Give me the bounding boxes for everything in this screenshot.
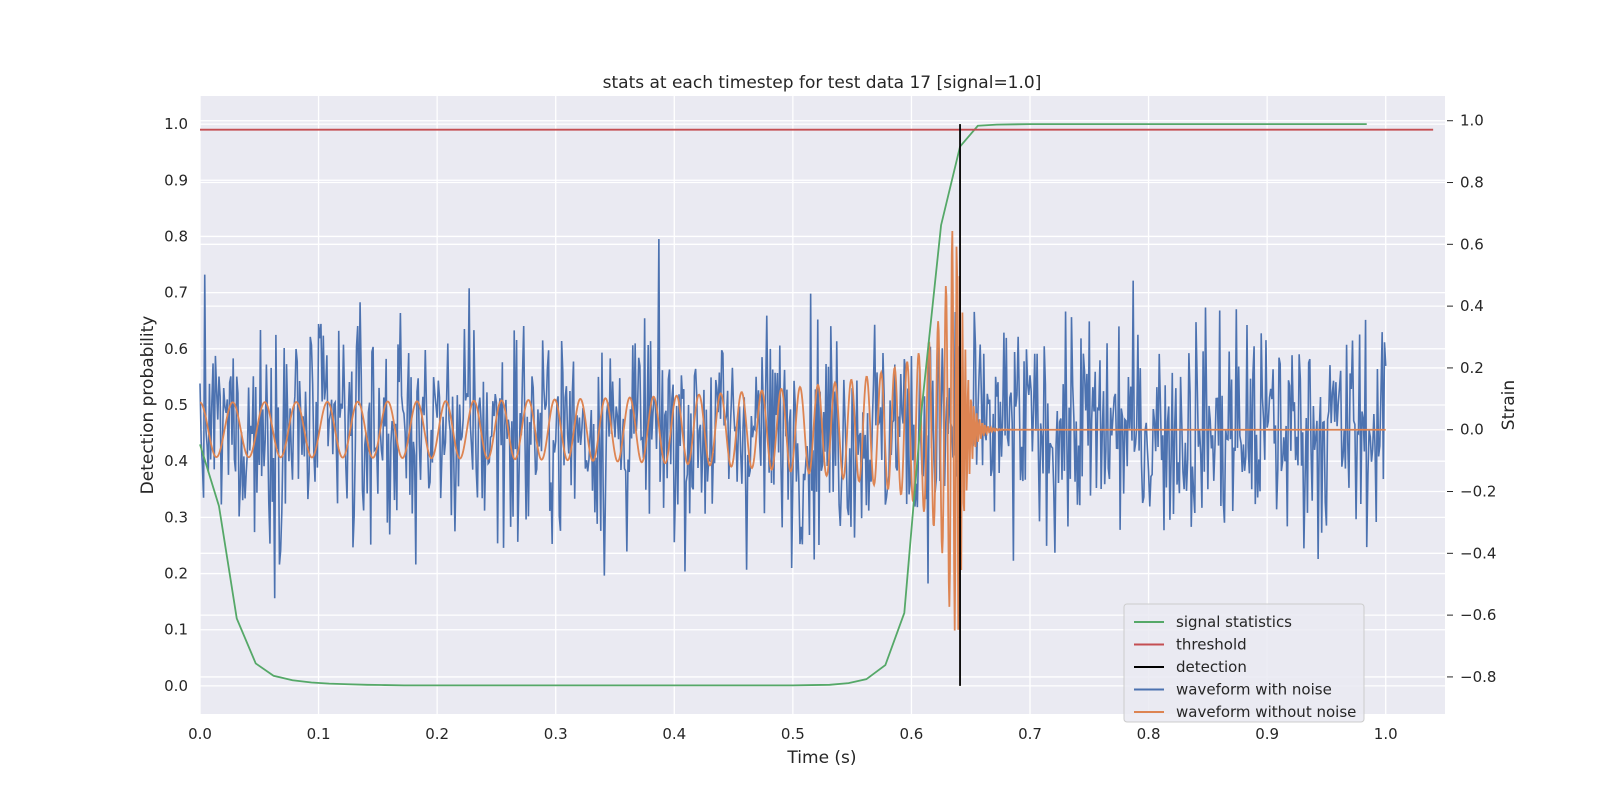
x-tick-label: 0.8 bbox=[1137, 725, 1161, 743]
y2-tick-label: 0.8 bbox=[1460, 174, 1484, 192]
y2-tick-label: −0.6 bbox=[1460, 606, 1496, 624]
x-axis-label: Time (s) bbox=[786, 748, 856, 768]
y-tick-label: 1.0 bbox=[164, 115, 188, 133]
legend-label: signal statistics bbox=[1176, 613, 1292, 631]
x-ticks: 0.0 0.1 0.2 0.3 0.4 0.5 0.6 0.7 0.8 0.9 1.0 bbox=[188, 725, 1398, 743]
waveform-with-noise-line bbox=[199, 239, 1387, 599]
y2-tick-label: 0.2 bbox=[1460, 359, 1484, 377]
chart-title: stats at each timestep for test data 17 … bbox=[603, 73, 1042, 93]
x-tick-label: 1.0 bbox=[1374, 725, 1398, 743]
y2-tick-label: −0.8 bbox=[1460, 668, 1496, 686]
signal-statistics-line bbox=[199, 123, 1367, 687]
y-tick-label: 0.5 bbox=[164, 396, 188, 414]
legend-label: threshold bbox=[1176, 636, 1247, 654]
y-tick-label: 0.8 bbox=[164, 227, 188, 245]
legend-box bbox=[1123, 603, 1365, 723]
x-tick-label: 0.5 bbox=[781, 725, 805, 743]
y-tick-label: 0.6 bbox=[164, 340, 188, 358]
y2-tick-label: −0.4 bbox=[1460, 544, 1496, 562]
y2-tick-label: 0.4 bbox=[1460, 297, 1484, 315]
series-layer bbox=[199, 123, 1434, 687]
y2-tick-label: 0.6 bbox=[1460, 235, 1484, 253]
x-tick-label: 0.6 bbox=[899, 725, 923, 743]
legend-label: waveform with noise bbox=[1176, 681, 1332, 699]
legend-label: waveform without noise bbox=[1176, 703, 1356, 721]
y-tick-label: 0.7 bbox=[164, 284, 188, 302]
y-ticks: 0.0 0.1 0.2 0.3 0.4 0.5 0.6 0.7 0.8 0.9 1.0 bbox=[164, 115, 188, 695]
x-tick-label: 0.2 bbox=[425, 725, 449, 743]
y2-ticks: −0.8 −0.6 −0.4 −0.2 0.0 0.2 0.4 0.6 0.8 1.0 bbox=[1447, 112, 1496, 686]
y-axis-label: Detection probability bbox=[138, 316, 158, 495]
y2-tick-label: 1.0 bbox=[1460, 112, 1484, 130]
legend: signal statistics threshold detection wavef… bbox=[1123, 603, 1365, 723]
x-tick-label: 0.0 bbox=[188, 725, 212, 743]
y2-axis-label: Strain bbox=[1499, 380, 1519, 430]
y-tick-label: 0.3 bbox=[164, 508, 188, 526]
y-tick-label: 0.0 bbox=[164, 677, 188, 695]
y2-tick-label: −0.2 bbox=[1460, 483, 1496, 501]
y-tick-label: 0.9 bbox=[164, 171, 188, 189]
x-tick-label: 0.3 bbox=[544, 725, 568, 743]
legend-label: detection bbox=[1176, 658, 1247, 676]
waveform-without-noise-line bbox=[199, 230, 1386, 631]
y-tick-label: 0.4 bbox=[164, 452, 188, 470]
y-tick-label: 0.1 bbox=[164, 621, 188, 639]
y2-tick-label: 0.0 bbox=[1460, 421, 1484, 439]
x-tick-label: 0.1 bbox=[307, 725, 331, 743]
y-tick-label: 0.2 bbox=[164, 565, 188, 583]
x-tick-label: 0.9 bbox=[1255, 725, 1279, 743]
x-tick-label: 0.4 bbox=[662, 725, 686, 743]
x-tick-label: 0.7 bbox=[1018, 725, 1042, 743]
